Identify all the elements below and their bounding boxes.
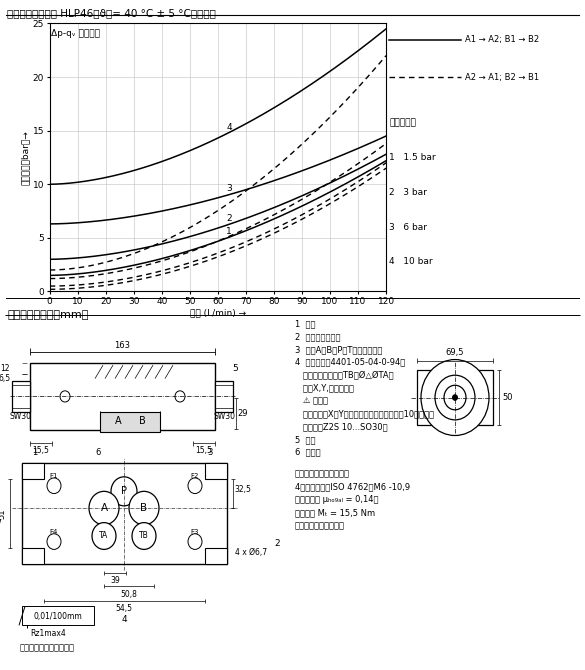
Text: 4  油口位置扉4401-05-04-0-94，: 4 油口位置扉4401-05-04-0-94， — [295, 358, 405, 367]
Circle shape — [89, 491, 119, 525]
Text: F4: F4 — [50, 529, 58, 535]
Text: 开启压力：: 开启压力： — [389, 118, 416, 127]
Text: 阀固定螺钉（另行定购）: 阀固定螺钉（另行定购） — [295, 470, 350, 478]
Text: 39: 39 — [110, 576, 120, 585]
Text: A: A — [115, 416, 121, 426]
Y-axis label: 开启压力（bar）→: 开启压力（bar）→ — [21, 130, 30, 185]
Text: 1: 1 — [226, 227, 232, 236]
Text: SW30: SW30 — [213, 412, 235, 421]
Circle shape — [60, 391, 70, 402]
Text: TB: TB — [139, 531, 149, 541]
Bar — [215, 381, 233, 412]
Text: P: P — [121, 486, 127, 496]
Text: 1: 1 — [32, 448, 37, 457]
Circle shape — [111, 477, 137, 506]
Text: A2 → A1; B2 → B1: A2 → A1; B2 → B1 — [465, 72, 539, 82]
Text: 2   3 bar: 2 3 bar — [389, 188, 427, 197]
Text: 6,5: 6,5 — [0, 374, 11, 383]
Circle shape — [129, 491, 159, 525]
Text: 4 x Ø6,7: 4 x Ø6,7 — [235, 548, 267, 557]
Text: 3: 3 — [226, 184, 232, 193]
Circle shape — [47, 534, 61, 549]
Bar — [417, 370, 493, 425]
Circle shape — [421, 360, 489, 436]
Text: （摩擦系数 μₕₒ₉ₐₗ = 0,14）: （摩擦系数 μₕₒ₉ₐₗ = 0,14） — [295, 495, 378, 505]
Circle shape — [453, 395, 457, 400]
Text: Δp-qᵥ 特性曲线: Δp-qᵥ 特性曲线 — [51, 29, 100, 38]
Text: 5  阀盖: 5 阀盖 — [295, 435, 315, 444]
Text: 5: 5 — [232, 364, 238, 373]
Text: 要求配合部件表面精加工: 要求配合部件表面精加工 — [20, 643, 75, 652]
Bar — [100, 412, 160, 432]
Text: 与标准偏离：油口TB（Ø△ØTA）: 与标准偏离：油口TB（Ø△ØTA） — [295, 371, 394, 380]
Text: 29: 29 — [238, 409, 248, 417]
Circle shape — [92, 523, 116, 549]
Text: 2  阀固定螺钉通孔: 2 阀固定螺钉通孔 — [295, 332, 340, 341]
Text: 0,01/100mm: 0,01/100mm — [33, 612, 82, 621]
Text: 6  底板侧: 6 底板侧 — [295, 448, 321, 457]
Text: 3  油口A、B、P和T带相同密封圈: 3 油口A、B、P和T带相同密封圈 — [295, 345, 383, 354]
Text: 1  铭牌: 1 铭牌 — [295, 320, 315, 328]
Text: 163: 163 — [114, 340, 130, 350]
Text: 3: 3 — [207, 448, 213, 457]
Text: 69,5: 69,5 — [446, 348, 464, 357]
Text: F1: F1 — [50, 473, 58, 478]
Text: A1 → A2; B1 → B2: A1 → A2; B1 → B2 — [465, 35, 539, 44]
Text: 15,5: 15,5 — [195, 446, 212, 454]
Text: 2: 2 — [274, 539, 280, 548]
Text: 12: 12 — [0, 364, 10, 373]
Circle shape — [47, 478, 61, 494]
Text: F3: F3 — [191, 529, 199, 535]
Text: B: B — [140, 503, 147, 513]
Text: 4: 4 — [226, 123, 232, 132]
Text: 油口X,Y,根据需要：: 油口X,Y,根据需要： — [295, 383, 354, 393]
Text: A: A — [101, 503, 108, 513]
Text: （根据表面变化调整）: （根据表面变化调整） — [295, 521, 345, 530]
Text: 51: 51 — [0, 509, 6, 519]
Text: TA: TA — [99, 531, 109, 541]
Text: F2: F2 — [191, 473, 199, 478]
Text: 对于钒制的X和Y油口（如先导式方向阀尺寸10），请用: 对于钒制的X和Y油口（如先导式方向阀尺寸10），请用 — [295, 409, 434, 418]
Text: 50,8: 50,8 — [121, 590, 137, 598]
Text: 32,5: 32,5 — [235, 484, 252, 494]
Circle shape — [188, 534, 202, 549]
Bar — [22, 606, 94, 625]
Text: 6: 6 — [95, 448, 101, 457]
Bar — [30, 363, 215, 430]
Bar — [22, 464, 227, 564]
Circle shape — [175, 391, 185, 402]
Text: 3   6 bar: 3 6 bar — [389, 222, 427, 232]
Text: 拧紧扭矩 Mₜ = 15,5 Nm: 拧紧扭矩 Mₜ = 15,5 Nm — [295, 508, 375, 517]
Text: 54,5: 54,5 — [115, 604, 132, 613]
Text: SW30: SW30 — [10, 412, 32, 421]
Bar — [205, 548, 227, 564]
Text: 15,5: 15,5 — [33, 446, 50, 454]
Text: 特性曲线（在使用 HLP46，ϑ油= 40 °C ± 5 °C时测量）: 特性曲线（在使用 HLP46，ϑ油= 40 °C ± 5 °C时测量） — [7, 8, 216, 18]
Text: 元件尺寸（单位：mm）: 元件尺寸（单位：mm） — [8, 310, 90, 320]
Circle shape — [444, 385, 466, 410]
Text: 特殊型号Z2S 10...SO30！: 特殊型号Z2S 10...SO30！ — [295, 422, 388, 431]
Text: B: B — [139, 416, 146, 426]
Text: 4内六角螺钉按ISO 4762－M6 -10,9: 4内六角螺钉按ISO 4762－M6 -10,9 — [295, 482, 410, 491]
Bar — [12, 381, 30, 412]
X-axis label: 流量 (L/min) →: 流量 (L/min) → — [190, 309, 246, 318]
Text: 50: 50 — [503, 393, 513, 402]
Circle shape — [435, 375, 475, 420]
Text: 1   1.5 bar: 1 1.5 bar — [389, 153, 436, 162]
Circle shape — [132, 523, 156, 549]
Bar — [205, 464, 227, 479]
Text: Rz1max4: Rz1max4 — [30, 628, 66, 638]
Bar — [22, 548, 44, 564]
Text: ⚠ 注意！: ⚠ 注意！ — [295, 397, 328, 405]
Text: 4   10 bar: 4 10 bar — [389, 257, 433, 267]
Text: 2: 2 — [226, 214, 232, 223]
Bar — [22, 464, 44, 479]
Circle shape — [188, 478, 202, 494]
Text: 20,7: 20,7 — [0, 519, 2, 528]
Text: 4: 4 — [121, 615, 127, 624]
